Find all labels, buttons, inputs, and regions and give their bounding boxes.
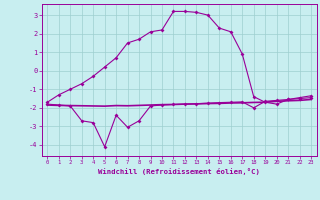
X-axis label: Windchill (Refroidissement éolien,°C): Windchill (Refroidissement éolien,°C): [98, 168, 260, 175]
